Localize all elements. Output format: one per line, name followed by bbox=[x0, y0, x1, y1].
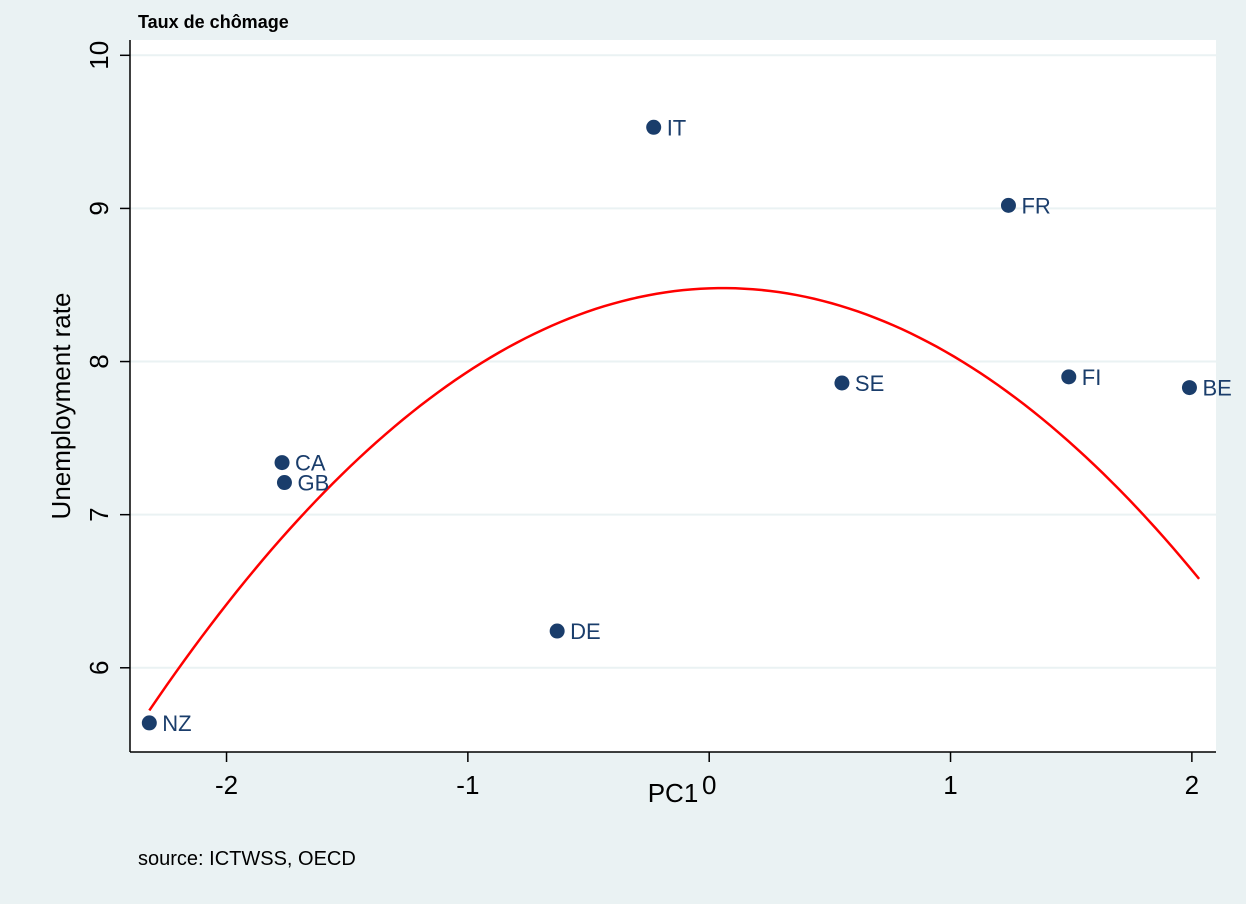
data-point-fr bbox=[1000, 197, 1016, 213]
data-label-ca: CA bbox=[295, 451, 326, 476]
data-label-se: SE bbox=[855, 371, 884, 396]
x-tick-label: -1 bbox=[456, 770, 479, 800]
y-tick-label: 9 bbox=[84, 201, 114, 215]
y-tick-label: 10 bbox=[84, 41, 114, 70]
data-point-gb bbox=[276, 475, 292, 491]
fit-line bbox=[148, 286, 1201, 712]
data-label-nz: NZ bbox=[162, 711, 191, 736]
data-point-nz bbox=[141, 715, 157, 731]
data-point-fi bbox=[1061, 369, 1077, 385]
y-tick-label: 8 bbox=[84, 354, 114, 368]
x-tick-label: -2 bbox=[215, 770, 238, 800]
data-point-be bbox=[1181, 380, 1197, 396]
x-tick-label: 2 bbox=[1185, 770, 1199, 800]
data-point-de bbox=[549, 623, 565, 639]
plot-area bbox=[130, 40, 1216, 752]
data-label-gb: GB bbox=[297, 471, 329, 496]
data-point-ca bbox=[274, 455, 290, 471]
y-axis-label: Unemployment rate bbox=[46, 293, 76, 520]
data-label-it: IT bbox=[667, 115, 687, 140]
data-label-fr: FR bbox=[1021, 193, 1050, 218]
source-note: source: ICTWSS, OECD bbox=[138, 848, 356, 870]
data-label-de: DE bbox=[570, 619, 601, 644]
chart-title: Taux de chômage bbox=[138, 12, 289, 32]
data-point-it bbox=[646, 119, 662, 135]
x-axis-label: PC1 bbox=[648, 778, 699, 808]
data-label-be: BE bbox=[1202, 376, 1231, 401]
y-tick-label: 6 bbox=[84, 661, 114, 675]
y-tick-label: 7 bbox=[84, 507, 114, 521]
x-tick-label: 0 bbox=[702, 770, 716, 800]
data-point-se bbox=[834, 375, 850, 391]
data-label-fi: FI bbox=[1082, 365, 1102, 390]
x-tick-label: 1 bbox=[943, 770, 957, 800]
